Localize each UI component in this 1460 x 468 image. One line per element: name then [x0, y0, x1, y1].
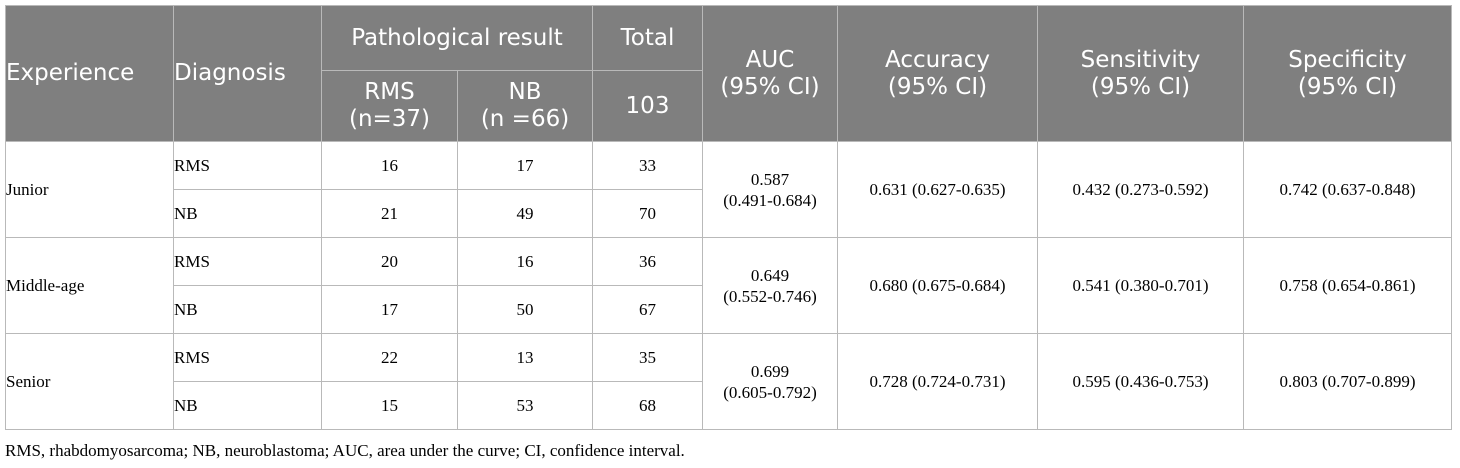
results-table: Experience Diagnosis Pathological result…	[5, 5, 1452, 430]
header-nb: NB (n =66)	[457, 70, 593, 142]
experience-cell: Middle-age	[5, 237, 174, 334]
accuracy-cell: 0.680 (0.675-0.684)	[837, 237, 1038, 334]
header-auc-ci: (95% CI)	[720, 73, 820, 100]
diagnosis-cell: NB	[173, 285, 322, 334]
total-cell: 68	[592, 381, 703, 430]
auc-value: 0.699	[750, 361, 790, 381]
header-auc-label: AUC	[745, 46, 795, 73]
table-row: Senior RMS 22 13 35 0.699 (0.605-0.792) …	[5, 333, 1452, 430]
table-row: Junior RMS 16 17 33 0.587 (0.491-0.684) …	[5, 141, 1452, 238]
table-row: NB 15 53 68	[6, 381, 1452, 430]
rms-count-cell: 20	[321, 237, 458, 286]
header-sensitivity-ci: (95% CI)	[1090, 73, 1191, 100]
total-cell: 33	[592, 141, 703, 190]
table-footnote: RMS, rhabdomyosarcoma; NB, neuroblastoma…	[5, 441, 685, 460]
accuracy-cell: 0.728 (0.724-0.731)	[837, 333, 1038, 430]
auc-value: 0.587	[750, 169, 790, 189]
nb-count-cell: 13	[457, 333, 593, 382]
header-nb-label: NB	[508, 79, 542, 105]
total-cell: 35	[592, 333, 703, 382]
header-diagnosis: Diagnosis	[173, 5, 322, 142]
sensitivity-cell: 0.432 (0.273-0.592)	[1037, 141, 1244, 238]
rms-count-cell: 15	[321, 381, 458, 430]
auc-cell: 0.587 (0.491-0.684)	[702, 141, 838, 238]
table-row: NB 21 49 70	[6, 189, 1452, 238]
header-specificity: Specificity (95% CI)	[1243, 5, 1452, 142]
accuracy-cell: 0.631 (0.627-0.635)	[837, 141, 1038, 238]
diagnosis-cell: RMS	[173, 237, 322, 286]
diagnosis-cell: RMS	[173, 333, 322, 382]
header-sensitivity-label: Sensitivity	[1080, 46, 1201, 73]
auc-ci: (0.552-0.746)	[723, 286, 817, 306]
nb-count-cell: 50	[457, 285, 593, 334]
table-row: Middle-age RMS 20 16 36 0.649 (0.552-0.7…	[5, 237, 1452, 334]
nb-count-cell: 53	[457, 381, 593, 430]
nb-count-cell: 49	[457, 189, 593, 238]
header-pathological-result: Pathological result	[321, 5, 593, 71]
header-auc: AUC (95% CI)	[702, 5, 838, 142]
header-accuracy: Accuracy (95% CI)	[837, 5, 1038, 142]
header-specificity-label: Specificity	[1288, 46, 1407, 73]
experience-cell: Senior	[5, 333, 174, 430]
rms-count-cell: 16	[321, 141, 458, 190]
specificity-cell: 0.803 (0.707-0.899)	[1243, 333, 1452, 430]
total-cell: 70	[592, 189, 703, 238]
header-nb-n: (n =66)	[480, 106, 570, 132]
header-total-n: 103	[592, 70, 703, 142]
auc-ci: (0.491-0.684)	[723, 190, 817, 210]
nb-count-cell: 16	[457, 237, 593, 286]
header-rms: RMS (n=37)	[321, 70, 458, 142]
specificity-cell: 0.758 (0.654-0.861)	[1243, 237, 1452, 334]
auc-value: 0.649	[750, 265, 790, 285]
header-experience: Experience	[5, 5, 174, 142]
header-rms-n: (n=37)	[348, 106, 431, 132]
diagnosis-cell: NB	[173, 381, 322, 430]
header-sensitivity: Sensitivity (95% CI)	[1037, 5, 1244, 142]
diagnosis-cell: RMS	[173, 141, 322, 190]
diagnosis-cell: NB	[173, 189, 322, 238]
auc-cell: 0.649 (0.552-0.746)	[702, 237, 838, 334]
total-cell: 67	[592, 285, 703, 334]
header-specificity-ci: (95% CI)	[1297, 73, 1398, 100]
specificity-cell: 0.742 (0.637-0.848)	[1243, 141, 1452, 238]
experience-cell: Junior	[5, 141, 174, 238]
rms-count-cell: 21	[321, 189, 458, 238]
header-rms-label: RMS	[364, 79, 415, 105]
auc-cell: 0.699 (0.605-0.792)	[702, 333, 838, 430]
sensitivity-cell: 0.595 (0.436-0.753)	[1037, 333, 1244, 430]
nb-count-cell: 17	[457, 141, 593, 190]
header-accuracy-label: Accuracy	[884, 46, 990, 73]
rms-count-cell: 22	[321, 333, 458, 382]
auc-ci: (0.605-0.792)	[723, 382, 817, 402]
header-accuracy-ci: (95% CI)	[887, 73, 988, 100]
sensitivity-cell: 0.541 (0.380-0.701)	[1037, 237, 1244, 334]
table-row: NB 17 50 67	[6, 285, 1452, 334]
rms-count-cell: 17	[321, 285, 458, 334]
header-total: Total	[592, 5, 703, 71]
total-cell: 36	[592, 237, 703, 286]
